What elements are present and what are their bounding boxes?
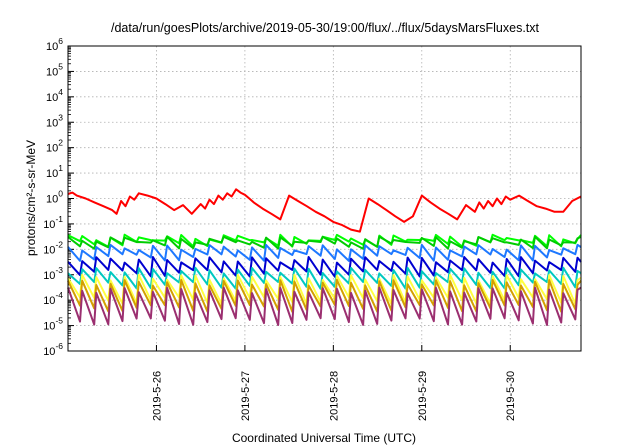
x-axis-label: Coordinated Universal Time (UTC): [232, 431, 416, 445]
y-axis-label: protons/cm²-s-sr-MeV: [24, 140, 38, 256]
x-tick-label: 2019-5-27: [240, 371, 252, 421]
y-tick-label: 102: [46, 138, 63, 155]
y-tick-label: 10-4: [43, 290, 63, 307]
x-tick-label: 2019-5-26: [151, 371, 163, 421]
series-line-4: [67, 256, 582, 278]
series-line-7: [67, 278, 582, 313]
y-tick-label: 104: [46, 87, 63, 104]
plot-frame: [67, 45, 582, 352]
y-tick-label: 105: [46, 61, 63, 78]
series-lines: [67, 188, 582, 326]
y-tick-label: 103: [46, 112, 63, 129]
series-line-1: [67, 233, 582, 248]
y-tick-labels: 106 105 104 103 102 101 100 10-1 10-2 10-3 10-4 10-…: [43, 36, 63, 358]
chart-title: /data/run/goesPlots/archive/2019-05-30/1…: [111, 21, 540, 35]
x-tick-label: 2019-5-30: [505, 371, 517, 421]
y-tick-label: 100: [46, 189, 63, 206]
series-line-3: [67, 243, 582, 262]
x-tick-label: 2019-5-29: [417, 371, 429, 421]
y-tick-label: 10-2: [43, 239, 63, 256]
series-line-6: [67, 273, 582, 306]
y-tick-label: 106: [46, 36, 63, 53]
x-tick-label: 2019-5-28: [328, 371, 340, 421]
y-tick-label: 10-1: [43, 214, 63, 231]
x-tick-labels: 2019-5-26 2019-5-27 2019-5-28 2019-5-29 2019…: [151, 371, 517, 421]
series-line-2: [67, 235, 582, 250]
y-tick-label: 10-6: [43, 341, 63, 358]
y-tick-label: 10-5: [43, 316, 63, 333]
series-line-8: [67, 286, 582, 326]
y-tick-label: 101: [46, 163, 63, 180]
y-tick-label: 10-3: [43, 265, 63, 282]
series-line-5: [67, 266, 582, 290]
series-line-0: [67, 188, 582, 233]
